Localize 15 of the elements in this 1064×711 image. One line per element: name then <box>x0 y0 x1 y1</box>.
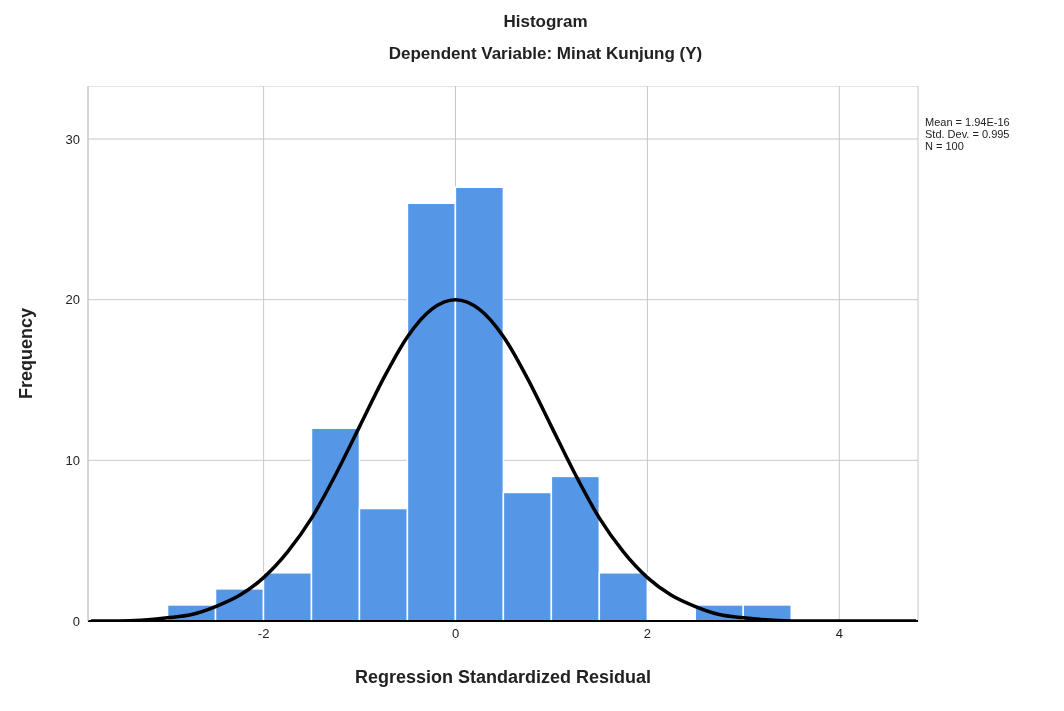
x-axis-title: Regression Standardized Residual <box>354 667 652 687</box>
y-tick-label: 0 <box>72 613 80 629</box>
x-tick-label: -2 <box>257 626 270 642</box>
y-tick-label: 20 <box>65 292 80 308</box>
x-tick-label: 4 <box>835 626 843 642</box>
x-tick-label: 2 <box>643 626 652 642</box>
x-tick-label: 0 <box>451 626 460 642</box>
text: Std. Dev. = 0.995 <box>925 128 1010 140</box>
y-tick-label: 10 <box>65 452 80 468</box>
chart-title: Histogram <box>502 12 589 32</box>
y-axis-title: Frequency <box>16 307 37 400</box>
text: Mean = 1.94E-16 <box>925 116 1010 128</box>
y-tick-label: 30 <box>65 131 80 147</box>
text: N = 100 <box>925 140 965 152</box>
chart-subtitle: Dependent Variable: Minat Kunjung (Y) <box>387 44 704 64</box>
